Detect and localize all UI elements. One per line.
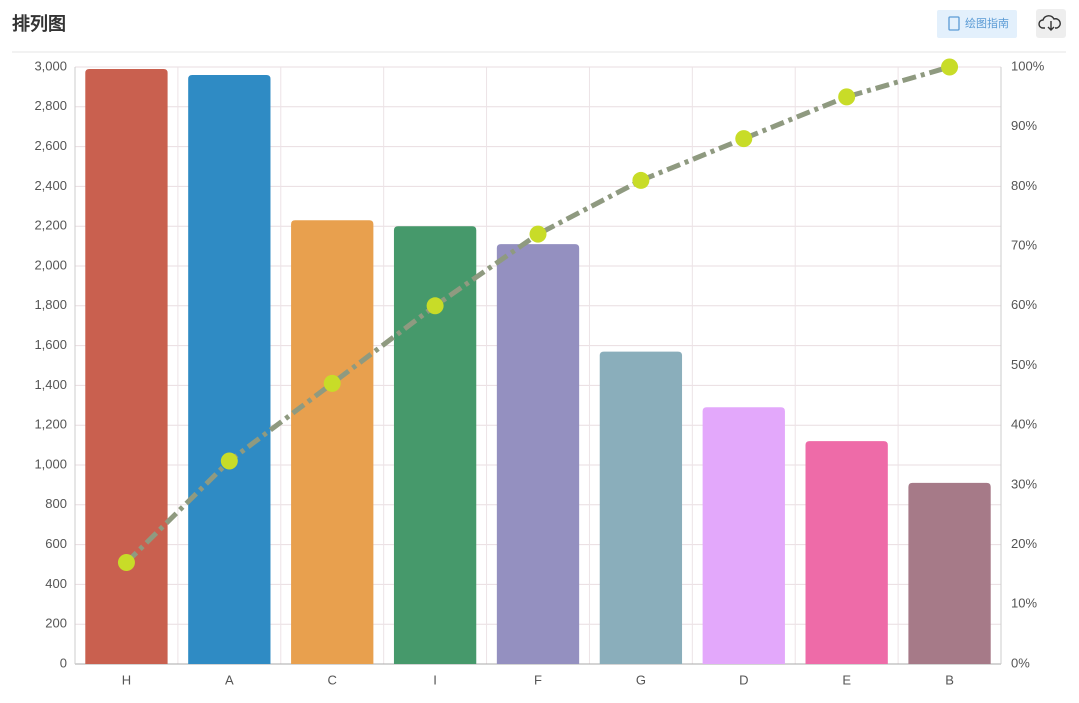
y2-tick-label: 0%: [1011, 655, 1030, 670]
x-tick-label: G: [636, 672, 646, 687]
y-tick-label: 2,600: [34, 138, 67, 153]
bar: [908, 482, 991, 664]
bar: [805, 441, 888, 664]
y2-tick-label: 50%: [1011, 357, 1037, 372]
y2-tick-label: 90%: [1011, 118, 1037, 133]
y-tick-label: 1,800: [34, 297, 67, 312]
line-marker: [529, 225, 547, 243]
x-tick-label: D: [739, 672, 748, 687]
bar: [496, 244, 580, 665]
y-tick-label: 800: [45, 496, 67, 511]
x-tick-label: A: [225, 672, 234, 687]
y-tick-label: 1,400: [34, 377, 67, 392]
bar: [85, 68, 168, 665]
y-tick-label: 600: [45, 536, 67, 551]
y-tick-label: 200: [45, 616, 67, 631]
y-tick-label: 2,800: [34, 98, 67, 113]
y-tick-label: 3,000: [34, 58, 67, 73]
line-marker: [838, 88, 856, 106]
y2-tick-label: 20%: [1011, 536, 1037, 551]
y-tick-label: 1,200: [34, 417, 67, 432]
bar: [188, 74, 271, 664]
line-marker: [220, 452, 238, 470]
y2-tick-label: 80%: [1011, 178, 1037, 193]
y-tick-label: 2,200: [34, 218, 67, 233]
y-tick-label: 1,600: [34, 337, 67, 352]
bar: [291, 220, 374, 665]
y2-tick-label: 60%: [1011, 297, 1037, 312]
line-marker: [117, 554, 135, 572]
y-tick-label: 0: [60, 655, 67, 670]
line-marker: [323, 374, 341, 392]
y2-tick-label: 70%: [1011, 238, 1037, 253]
x-tick-label: I: [433, 672, 437, 687]
line-marker: [941, 58, 959, 76]
bar: [702, 407, 785, 664]
y2-tick-label: 10%: [1011, 596, 1037, 611]
bar: [599, 351, 683, 664]
bar: [393, 226, 477, 664]
download-icon: [1038, 15, 1061, 31]
line-marker: [632, 171, 650, 189]
x-tick-label: H: [122, 672, 131, 687]
guide-icon: [948, 16, 960, 31]
y2-tick-label: 30%: [1011, 476, 1037, 491]
line-marker: [426, 297, 444, 315]
line-marker: [735, 130, 753, 148]
guide-button-label: 绘图指南: [965, 16, 1009, 30]
y2-tick-label: 100%: [1011, 58, 1045, 73]
x-tick-label: E: [842, 672, 851, 687]
cumulative-line: [124, 64, 951, 565]
y2-tick-label: 40%: [1011, 417, 1037, 432]
y-tick-label: 2,400: [34, 178, 67, 193]
x-tick-label: C: [328, 672, 337, 687]
page-title: 排列图: [12, 13, 66, 34]
y-tick-label: 400: [45, 576, 67, 591]
y-tick-label: 2,000: [34, 257, 67, 272]
x-tick-label: B: [945, 672, 954, 687]
y-tick-label: 1,000: [34, 456, 67, 471]
x-tick-label: F: [534, 672, 542, 687]
